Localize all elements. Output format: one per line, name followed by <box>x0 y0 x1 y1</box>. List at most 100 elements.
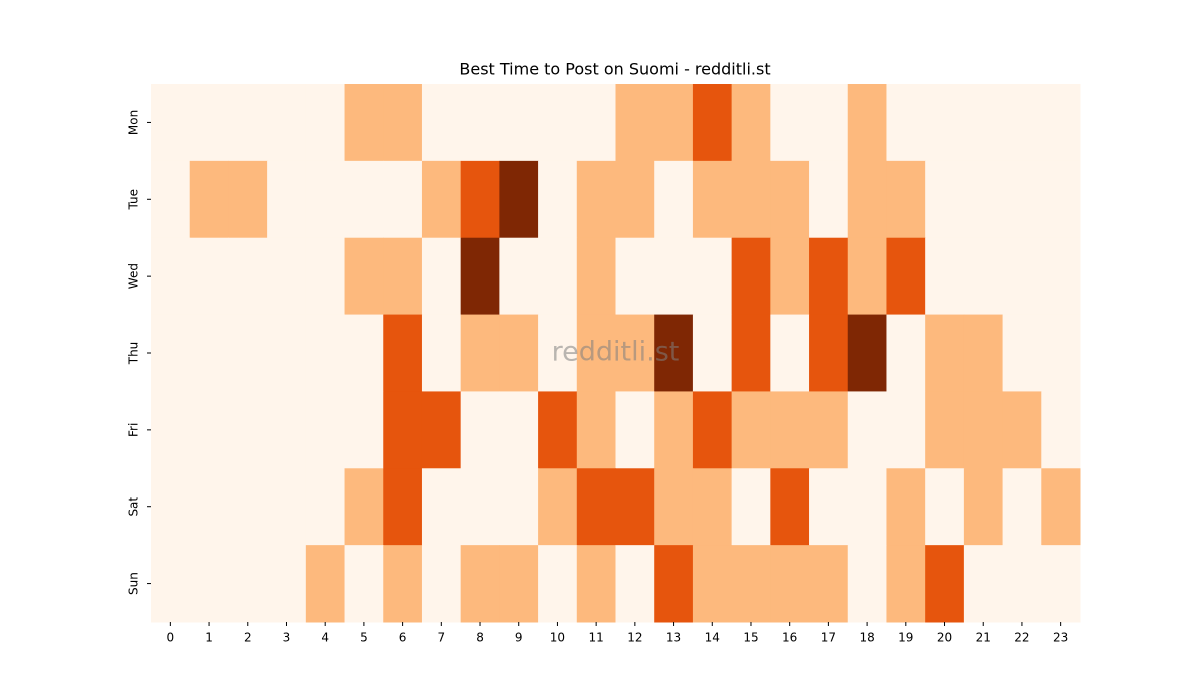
heatmap-cell <box>189 237 229 316</box>
heatmap-cell <box>305 468 346 546</box>
heatmap-cell <box>809 545 849 623</box>
x-tick-label: 17 <box>821 631 836 645</box>
heatmap-cell <box>692 545 733 623</box>
heatmap-cell <box>344 237 384 316</box>
heatmap-cell <box>576 391 616 469</box>
x-tick-label: 3 <box>283 631 291 645</box>
heatmap-cell <box>421 84 462 162</box>
heatmap-cell <box>267 468 307 546</box>
heatmap-cell <box>654 160 694 239</box>
heatmap-cell <box>925 84 965 162</box>
heatmap-cell <box>460 160 500 239</box>
heatmap-cell <box>654 84 694 162</box>
heatmap-cell <box>615 160 655 239</box>
heatmap-cell <box>809 160 849 239</box>
x-tick-label: 8 <box>476 631 484 645</box>
heatmap-cell <box>267 545 307 623</box>
heatmap-cell <box>538 160 578 239</box>
heatmap-cell <box>770 391 810 469</box>
heatmap-cell <box>886 314 926 392</box>
heatmap-cell <box>770 468 810 546</box>
heatmap-cell <box>383 468 423 546</box>
heatmap-cell <box>1041 314 1081 392</box>
heatmap-cell <box>228 468 268 546</box>
heatmap-cell <box>847 545 887 623</box>
heatmap-cell <box>1041 391 1081 469</box>
heatmap-cell <box>538 84 578 162</box>
heatmap-cell <box>809 314 849 392</box>
y-tick-label: Wed <box>127 263 141 289</box>
heatmap-cell <box>615 391 655 469</box>
heatmap-cell <box>925 237 965 316</box>
x-tick-label: 18 <box>859 631 874 645</box>
heatmap-cell <box>305 545 346 623</box>
heatmap-cell <box>963 391 1004 469</box>
heatmap-cell <box>1002 84 1042 162</box>
heatmap-cell <box>770 84 810 162</box>
heatmap-cell <box>654 545 694 623</box>
heatmap-cell <box>692 160 733 239</box>
heatmap-cell <box>460 84 500 162</box>
heatmap-cell <box>344 84 384 162</box>
heatmap-cell <box>654 391 694 469</box>
heatmap-cell <box>925 545 965 623</box>
heatmap-cell <box>1002 391 1042 469</box>
heatmap-cell <box>228 160 268 239</box>
x-tick-label: 2 <box>244 631 252 645</box>
heatmap-cell <box>847 314 887 392</box>
heatmap-cell <box>421 468 462 546</box>
heatmap-cell <box>267 314 307 392</box>
heatmap-cell <box>460 391 500 469</box>
heatmap-cell <box>1041 160 1081 239</box>
heatmap-cell <box>305 84 346 162</box>
heatmap-cell <box>189 84 229 162</box>
heatmap-cell <box>460 237 500 316</box>
heatmap-cell <box>499 545 539 623</box>
heatmap-cell <box>499 468 539 546</box>
heatmap-cell <box>576 237 616 316</box>
heatmap-cell <box>267 84 307 162</box>
x-tick-label: 23 <box>1053 631 1068 645</box>
x-tick-label: 12 <box>627 631 642 645</box>
heatmap-cell <box>963 314 1004 392</box>
heatmap-cell <box>576 314 616 392</box>
heatmap-cell <box>847 160 887 239</box>
heatmap-cell <box>886 545 926 623</box>
heatmap-cell <box>963 468 1004 546</box>
heatmap-cell <box>460 468 500 546</box>
x-tick-label: 22 <box>1014 631 1029 645</box>
heatmap-cell <box>189 391 229 469</box>
x-tick-label: 7 <box>437 631 445 645</box>
heatmap-cell <box>770 545 810 623</box>
heatmap-cell <box>731 545 771 623</box>
heatmap-cell <box>228 237 268 316</box>
heatmap-cell <box>305 160 346 239</box>
heatmap-cell <box>731 237 771 316</box>
x-tick-label: 0 <box>167 631 175 645</box>
heatmap-cell <box>421 545 462 623</box>
x-tick-label: 6 <box>399 631 407 645</box>
heatmap-cell <box>1002 314 1042 392</box>
heatmap-cell <box>1041 545 1081 623</box>
heatmap-cell <box>925 160 965 239</box>
heatmap-cell <box>847 391 887 469</box>
heatmap-cell <box>383 160 423 239</box>
heatmap-cell <box>267 160 307 239</box>
y-tick-label: Sun <box>127 572 141 595</box>
x-tick-label: 5 <box>360 631 368 645</box>
heatmap-cell <box>847 84 887 162</box>
x-tick-label: 13 <box>666 631 681 645</box>
heatmap-cell <box>886 468 926 546</box>
heatmap-cell <box>847 468 887 546</box>
heatmap-cell <box>925 468 965 546</box>
heatmap-cell <box>538 391 578 469</box>
x-tick-label: 16 <box>782 631 797 645</box>
heatmap-cell <box>963 237 1004 316</box>
heatmap-cell <box>421 237 462 316</box>
y-tick-label: Sat <box>127 497 141 517</box>
heatmap-cell <box>886 237 926 316</box>
heatmap-cell <box>421 314 462 392</box>
heatmap-cell <box>344 314 384 392</box>
heatmap-cell <box>383 84 423 162</box>
